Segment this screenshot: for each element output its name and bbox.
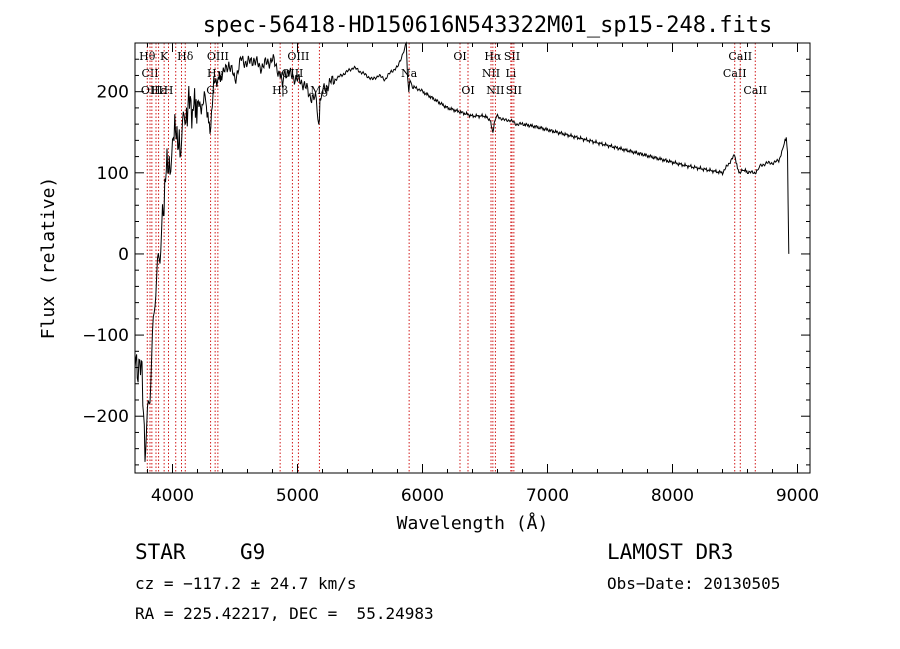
x-tick-label: 4000 [151,486,194,506]
spectral-line-label: CaII [728,50,752,63]
spectral-line-label: Hθ [139,50,156,63]
spectral-line-label: Li [505,67,516,80]
spectral-line-label: OIII [207,50,229,63]
spectral-line-label: H [164,84,174,97]
spectral-line-label: OI [461,84,474,97]
spectral-line-label: CaII [723,67,747,80]
y-tick-label: −100 [82,326,129,346]
y-tick-label: 0 [118,245,129,265]
spectral-line-label: OIII [141,84,163,97]
coordinates: RA = 225.42217, DEC = 55.24983 [135,604,434,623]
spectral-line-label: SII [504,50,520,63]
spectral-line-label: NII [482,67,500,80]
spectral-line-label: G [206,84,215,97]
x-tick-label: 7000 [526,486,569,506]
x-tick-label: 9000 [776,486,819,506]
survey-name: LAMOST DR3 [607,540,734,564]
spectral-line-label: Hδ [177,50,194,63]
plot-frame [134,42,811,474]
y-tick-label: 100 [97,164,129,184]
spectral-line-label: OI [453,50,466,63]
spectral-line-label: CaII [743,84,767,97]
spectrum-series-flux [134,41,790,462]
spectral-line-label: NII [486,84,504,97]
y-axis-label: Flux (relative) [38,177,59,340]
x-axis-label: Wavelength (Å) [397,512,549,534]
spectral-line-label: OIII [287,50,309,63]
spectrum-chart: spec-56418-HD150616N543322M01_sp15-248.f… [38,13,819,534]
spectral-line-label: SII [506,84,522,97]
object-subclass: G9 [240,540,266,564]
x-tick-label: 6000 [401,486,444,506]
spectral-line-label: CII [141,67,158,80]
spectral-line-label: K [160,50,169,63]
observation-date: Obs−Date: 20130505 [607,574,781,593]
y-tick-label: −200 [82,407,129,427]
x-tick-label: 8000 [651,486,694,506]
y-tick-label: 200 [97,83,129,103]
spectral-line-label: Hε [151,84,167,97]
object-class: STAR [135,540,186,564]
chart-title: spec-56418-HD150616N543322M01_sp15-248.f… [203,13,773,38]
spectral-line-label: Hα [484,50,502,63]
spectral-line-label: Hβ [272,84,288,97]
spectral-line-label: Na [401,67,418,80]
x-tick-label: 5000 [276,486,319,506]
redshift-cz: cz = −117.2 ± 24.7 km/s [135,574,357,593]
